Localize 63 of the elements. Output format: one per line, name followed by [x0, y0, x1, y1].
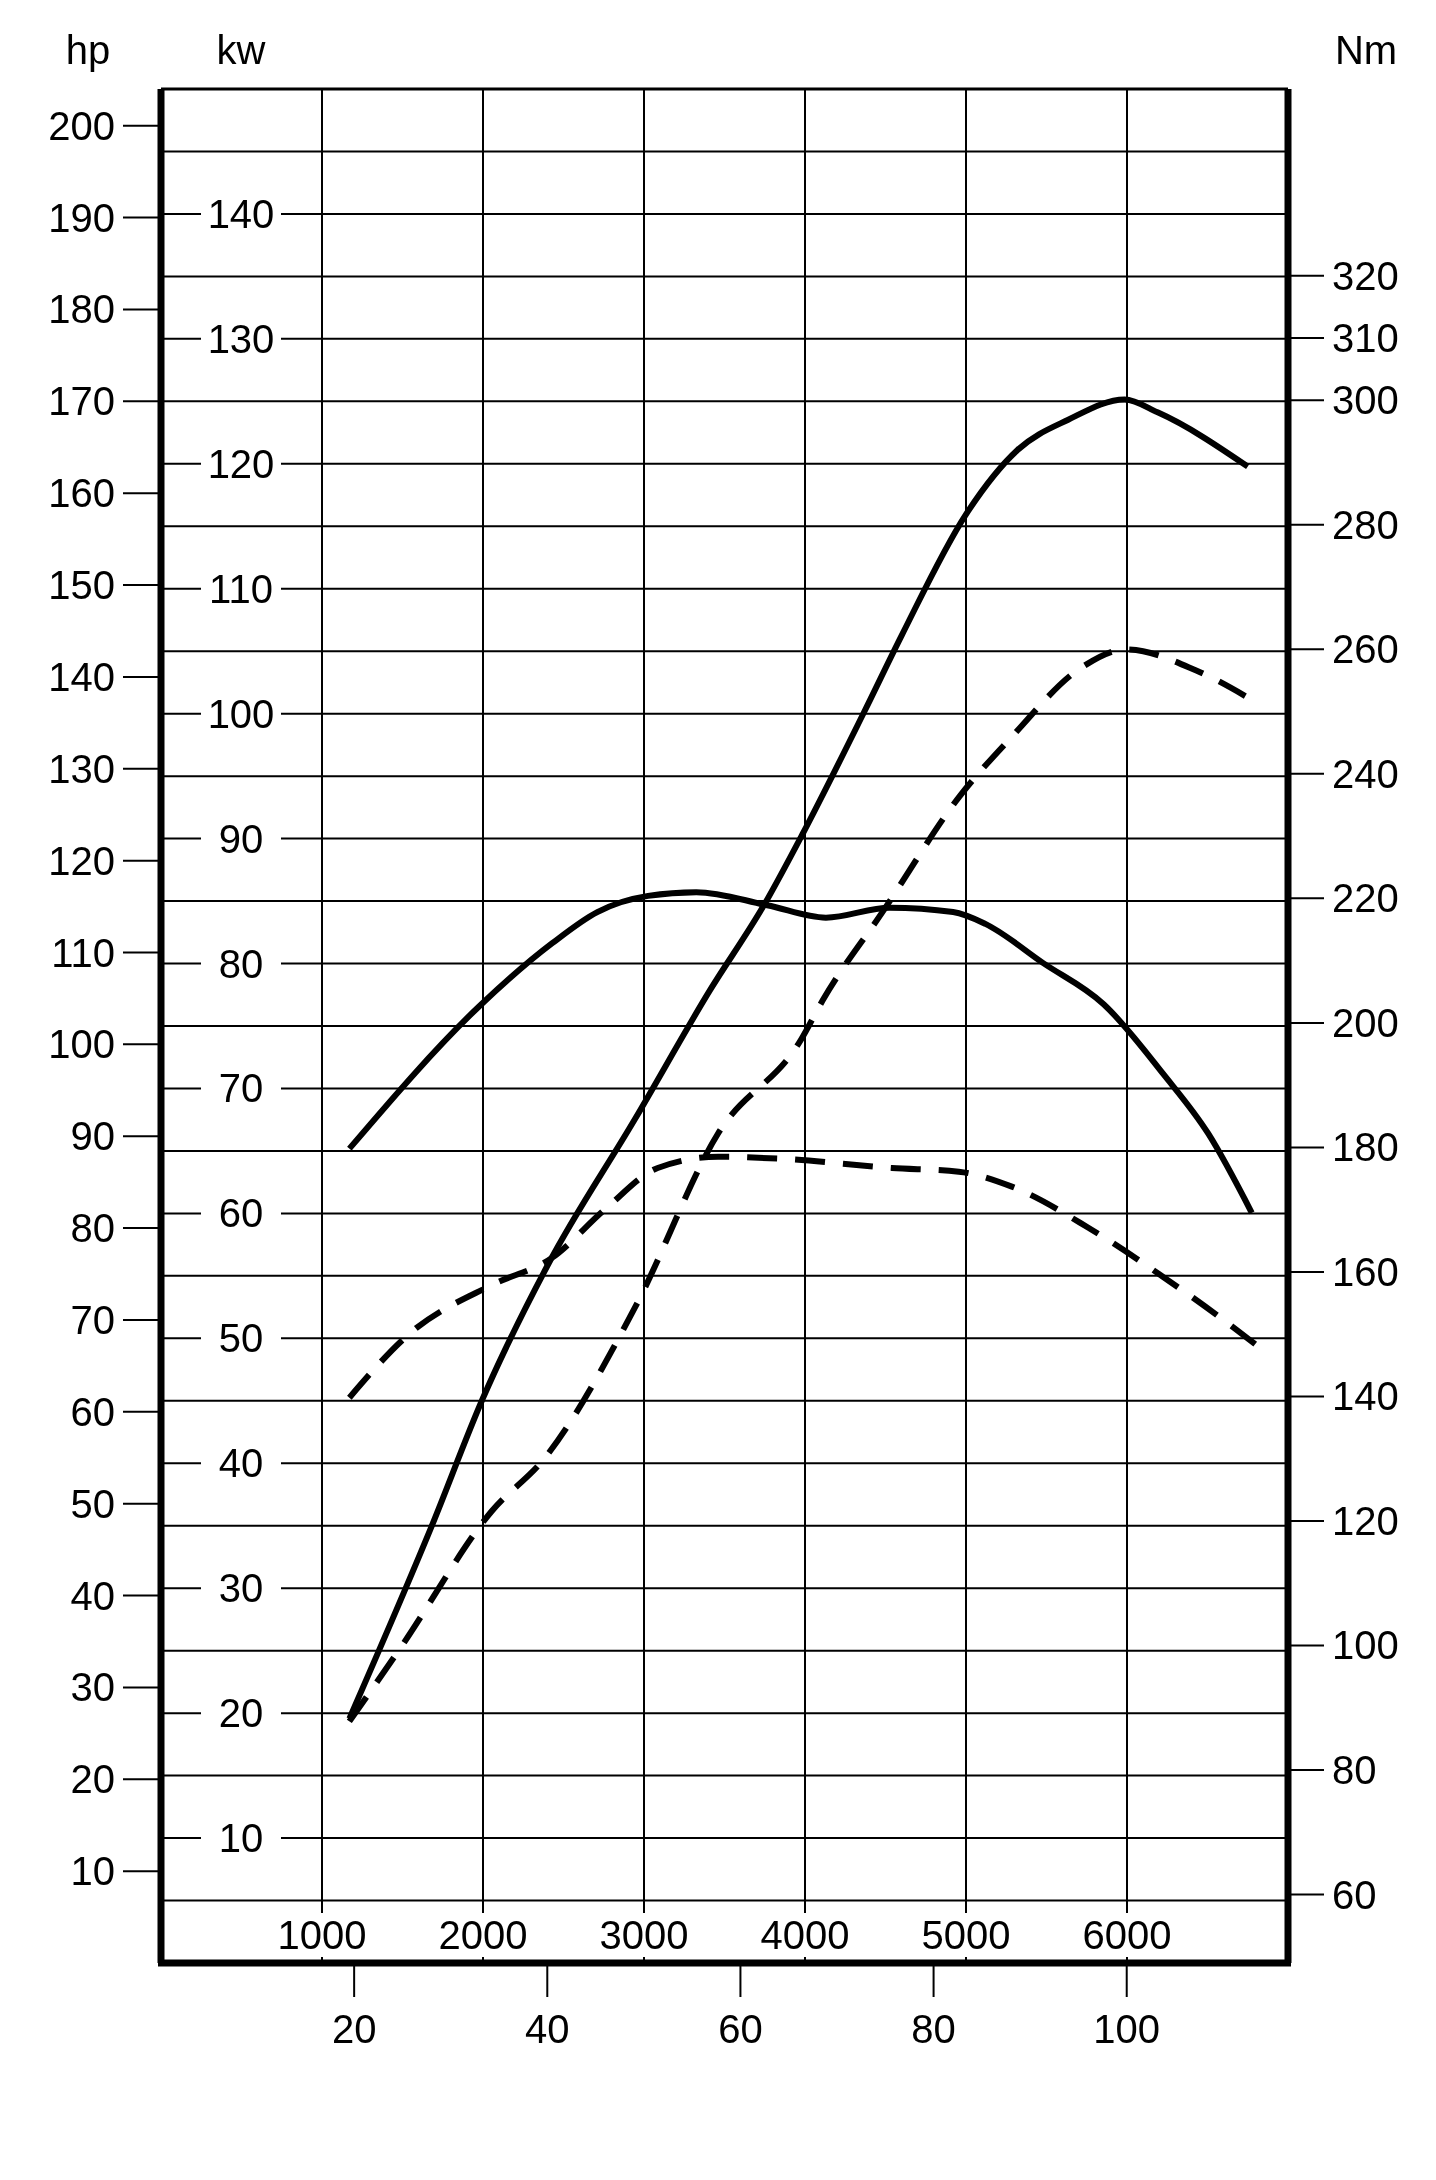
y-tick-label: 90 — [70, 1114, 115, 1159]
y-tick-label: 120 — [48, 838, 115, 883]
y-tick-label: 50 — [70, 1481, 115, 1526]
x-tick-label: 2000 — [438, 1913, 528, 1957]
y-tick-label: 30 — [70, 1665, 115, 1710]
x2-tick-label: 100 — [1093, 2007, 1161, 2051]
y-tick-label: 200 — [48, 103, 115, 148]
y3-tick-label: 110 — [209, 566, 273, 611]
y-axis-title: hp — [65, 28, 111, 72]
y-tick-label: 20 — [70, 1757, 115, 1802]
y-tick-label: 100 — [48, 1022, 115, 1067]
y2-tick-label: 100 — [1332, 1623, 1399, 1668]
y3-tick-label: 40 — [218, 1441, 264, 1486]
y3-tick-label: 130 — [207, 316, 275, 361]
y3-tick-label: 50 — [218, 1316, 264, 1361]
y-tick-label: 190 — [48, 195, 115, 240]
y3-axis-title: kw — [216, 28, 266, 72]
y2-tick-label: 180 — [1332, 1125, 1399, 1170]
y2-tick-label: 300 — [1332, 378, 1399, 423]
y2-tick-label: 260 — [1332, 627, 1399, 672]
y3-tick-label: 30 — [218, 1566, 264, 1611]
y-tick-label: 80 — [70, 1206, 115, 1251]
y3-tick-label: 100 — [207, 691, 275, 736]
y-tick-label: 60 — [70, 1389, 115, 1434]
y2-tick-label: 320 — [1332, 253, 1399, 298]
y-tick-label: 150 — [48, 563, 115, 608]
x-tick-label: 3000 — [599, 1913, 689, 1957]
y3-tick-label: 120 — [207, 441, 275, 486]
y3-tick-label: 140 — [207, 191, 275, 236]
x2-tick-label: 20 — [331, 2007, 377, 2051]
y3-tick-label: 80 — [218, 941, 264, 986]
y-tick-label: 40 — [70, 1573, 115, 1618]
y2-tick-label: 160 — [1332, 1249, 1399, 1294]
x2-tick-label: 60 — [718, 2007, 763, 2051]
y2-tick-label: 220 — [1332, 876, 1399, 921]
y2-tick-label: 80 — [1332, 1748, 1377, 1792]
y3-tick-label: 90 — [218, 816, 264, 861]
x2-tick-label: 80 — [911, 2007, 956, 2051]
y2-tick-label: 310 — [1332, 316, 1399, 361]
y3-tick-label: 70 — [218, 1066, 264, 1111]
y-tick-label: 180 — [48, 287, 115, 332]
y-tick-label: 140 — [48, 654, 115, 699]
y-tick-label: 70 — [70, 1297, 115, 1342]
y2-tick-label: 200 — [1332, 1000, 1399, 1045]
x-tick-label: 1000 — [277, 1913, 367, 1957]
x-tick-label: 5000 — [921, 1913, 1011, 1957]
y2-tick-label: 280 — [1332, 502, 1399, 547]
y3-tick-label: 10 — [218, 1816, 264, 1861]
y2-tick-label: 60 — [1332, 1872, 1377, 1917]
x-tick-label: 4000 — [760, 1913, 850, 1957]
y-tick-label: 170 — [48, 379, 115, 424]
y-tick-label: 160 — [48, 471, 115, 516]
y3-tick-label: 20 — [218, 1691, 264, 1736]
x-tick-label: 6000 — [1082, 1913, 1172, 1957]
y2-axis-title: Nm — [1334, 28, 1398, 72]
y-tick-label: 130 — [48, 746, 115, 791]
x2-tick-label: 40 — [525, 2007, 570, 2051]
y-tick-label: 110 — [51, 930, 115, 975]
y3-tick-label: 60 — [218, 1191, 264, 1236]
y-tick-label: 10 — [70, 1849, 115, 1894]
y2-tick-label: 140 — [1332, 1374, 1399, 1419]
y2-tick-label: 120 — [1332, 1498, 1399, 1543]
y2-tick-label: 240 — [1332, 751, 1399, 796]
